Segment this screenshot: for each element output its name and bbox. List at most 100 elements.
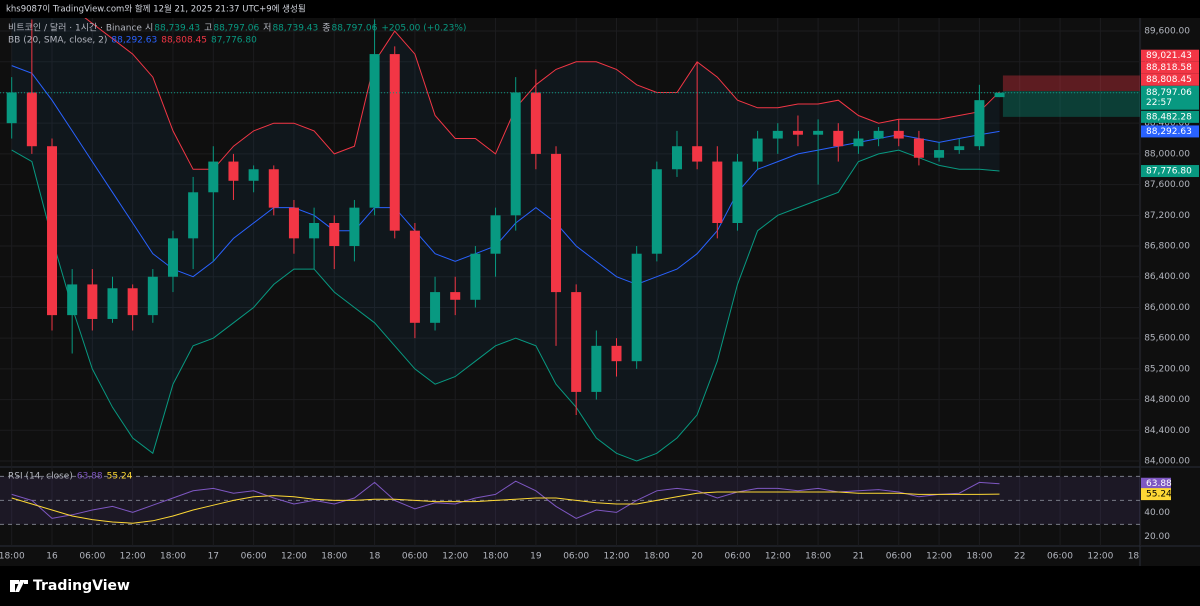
x-tick-label: 12:00 xyxy=(120,552,146,562)
countdown-label: 22:57 xyxy=(1146,98,1172,108)
x-tick-label: 12:00 xyxy=(281,552,307,562)
candle-body xyxy=(631,253,642,362)
candle-body xyxy=(893,130,904,139)
time-axis: 18:00 16 06:00 12:00 18:00 17 06:00 12:00 18:00 1… xyxy=(0,552,1154,562)
candle-body xyxy=(67,284,78,316)
logo-text: TradingView xyxy=(33,578,130,594)
x-tick-label: 16 xyxy=(46,552,58,562)
x-tick-label: 18:00 xyxy=(483,552,509,562)
price-badge xyxy=(1141,49,1199,62)
x-tick-label: 20 xyxy=(691,552,703,562)
legend-item: 55.24 xyxy=(107,472,133,482)
bb-fill xyxy=(11,18,1000,462)
rsi-badge-label: 55.24 xyxy=(1146,490,1172,500)
x-tick-label: 12:00 xyxy=(765,552,791,562)
x-tick-label: 18:00 xyxy=(0,552,25,562)
position-stop-zone xyxy=(1002,75,1140,92)
legend-item: 시 xyxy=(145,23,153,34)
candle-body xyxy=(470,253,481,300)
y-tick-label: 88,000.00 xyxy=(1144,149,1190,159)
x-tick-label: 12:00 xyxy=(442,552,468,562)
x-tick-label: 19 xyxy=(530,552,542,562)
legend: 비트코인 / 달러 · 1시간 · Binance 시 88,739.43 고 88,7… xyxy=(8,22,466,482)
x-tick-label: 17 xyxy=(208,552,219,562)
price-badge xyxy=(1141,85,1199,110)
legend-item: 종 xyxy=(322,23,330,34)
rsi-tick-label: 40.00 xyxy=(1144,508,1170,518)
price-badge xyxy=(1141,73,1199,86)
candle-body xyxy=(167,238,178,277)
candle-body xyxy=(268,169,279,208)
price-badge-label: 87,776.80 xyxy=(1146,167,1192,177)
x-tick-label: 12:00 xyxy=(926,552,952,562)
legend-item: 88,739.43 xyxy=(272,24,318,34)
x-tick-label: 06:00 xyxy=(1047,552,1073,562)
y-tick-label: 84,400.00 xyxy=(1144,426,1190,436)
logo: TradingView xyxy=(10,578,130,594)
x-tick-label: 21 xyxy=(853,552,864,562)
candle-body xyxy=(853,138,864,147)
legend-item: 비트코인 / 달러 · 1시간 · Binance xyxy=(8,22,142,34)
legend-item: 88,739.43 xyxy=(154,24,200,34)
rsi-tick-label: 20.00 xyxy=(1144,532,1170,542)
price-badge xyxy=(1141,165,1199,178)
rsi-line xyxy=(11,480,1000,519)
y-tick-label: 86,800.00 xyxy=(1144,242,1190,252)
candle-body xyxy=(833,130,844,147)
candle-body xyxy=(369,54,380,208)
candle-body xyxy=(309,222,320,239)
y-tick-label: 87,600.00 xyxy=(1144,180,1190,190)
candle-body xyxy=(107,288,118,319)
y-tick-label: 86,400.00 xyxy=(1144,272,1190,282)
candle-body xyxy=(228,161,239,181)
caption: khs9087이 TradingView.com와 함께 12월 21, 202… xyxy=(6,4,306,15)
footer-bar xyxy=(0,566,1200,606)
position-target-zone xyxy=(1002,91,1140,117)
candle-body xyxy=(127,288,138,316)
y-tick-label: 87,200.00 xyxy=(1144,211,1190,221)
candle-body xyxy=(147,276,158,316)
legend-item: 87,776.80 xyxy=(211,36,257,46)
x-tick-label: 18:00 xyxy=(966,552,992,562)
candle-body xyxy=(87,284,98,319)
legend-item: 고 xyxy=(204,24,212,34)
candle-body xyxy=(591,345,602,392)
legend-item: BB (20, SMA, close, 2) xyxy=(8,36,107,46)
legend-item: 63.88 xyxy=(77,472,103,482)
rsi-ma-line xyxy=(11,491,1000,524)
x-tick-label: 06:00 xyxy=(886,552,912,562)
candle-body xyxy=(430,292,441,323)
x-tick-label: 12:00 xyxy=(604,552,630,562)
legend-item: 88,292.63 xyxy=(111,36,157,46)
candle-body xyxy=(571,292,582,392)
price-badge-label: 88,482.28 xyxy=(1146,112,1192,122)
legend-item: 88,797.06 xyxy=(213,24,259,34)
candle-body xyxy=(47,146,58,316)
legend-item: 88,808.45 xyxy=(161,36,207,46)
x-tick-label: 06:00 xyxy=(563,552,589,562)
candle-body xyxy=(551,153,562,293)
y-tick-label: 88,400.00 xyxy=(1144,119,1190,129)
y-tick-label: 84,000.00 xyxy=(1144,457,1190,467)
candle-body xyxy=(792,130,803,135)
rsi-pane xyxy=(0,475,1140,525)
candle-body xyxy=(692,146,703,162)
candle-body xyxy=(329,222,340,247)
price-badge-label: 88,797.06 xyxy=(1146,88,1192,98)
x-tick-label: 06:00 xyxy=(724,552,750,562)
rsi-badge xyxy=(1141,477,1171,490)
candle-body xyxy=(913,138,924,158)
candle-body xyxy=(873,130,884,139)
grid xyxy=(0,18,1142,546)
x-tick-label: 18:00 xyxy=(160,552,186,562)
bb-line xyxy=(11,149,1000,462)
y-tick-label: 85,600.00 xyxy=(1144,334,1190,344)
x-tick-label: 22 xyxy=(1014,552,1025,562)
bb-line xyxy=(84,18,1000,170)
chart-bg xyxy=(0,18,1200,566)
price-badge xyxy=(1141,61,1199,74)
x-tick-label: 18:00 xyxy=(321,552,347,562)
x-tick-label: 06:00 xyxy=(402,552,428,562)
x-tick-label: 18:00 xyxy=(1128,552,1154,562)
